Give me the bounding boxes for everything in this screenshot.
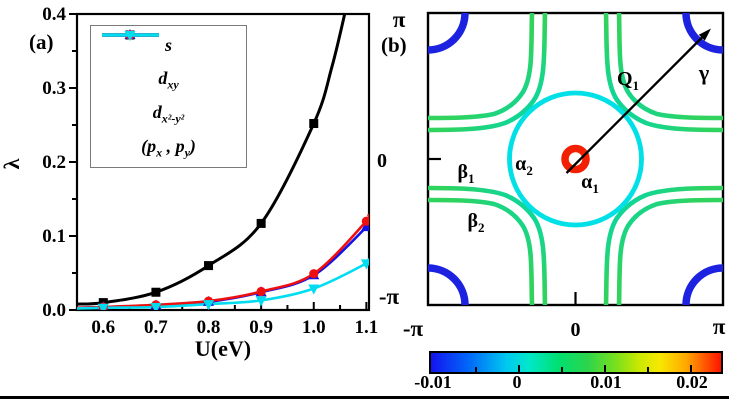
colorbar-tick (475, 367, 477, 372)
marker-square (256, 218, 266, 228)
colorbar-label: -0.01 (414, 372, 452, 392)
series-line-s (77, 14, 347, 306)
marker-triangle-down (255, 296, 267, 307)
q1-label: Q1 (617, 68, 639, 93)
panel-a-x-axis-title: U(eV) (194, 336, 252, 361)
marker-square (151, 287, 161, 297)
colorbar-label: 0 (512, 372, 522, 392)
marker-triangle-down (360, 259, 369, 270)
colorbar-label: 0.02 (676, 372, 708, 392)
beta-sheet-quadrant-tl (428, 13, 548, 133)
panel-b-x-tick-label-minus-pi: -π (403, 316, 424, 341)
beta-sheet-quadrant-br (603, 185, 723, 305)
colorbar-label: 0.01 (590, 372, 622, 392)
y-tick-label: 0.4 (42, 4, 66, 25)
colorbar-tick (604, 365, 606, 372)
panel-b-tag: (b) (381, 33, 407, 57)
colorbar-tick (647, 367, 649, 372)
legend-label-d_x2-y2: dx²-y² (152, 101, 185, 126)
legend-label-s: s (164, 35, 172, 56)
marker-triangle-down (97, 303, 109, 310)
legend-label-d_xy: dxy (158, 67, 179, 92)
legend-marker-triangle-down (124, 31, 136, 41)
colorbar-labels: -0.01 0 0.01 0.02 (396, 372, 729, 394)
panel-b-y-tick-label-zero: 0 (377, 150, 387, 172)
legend-item-px_py: (px , py) (91, 31, 246, 164)
panel-b-x-tick-label-zero: 0 (571, 319, 581, 341)
alpha2-contour (507, 90, 644, 228)
beta2-contour (616, 197, 723, 305)
marker-circle (256, 286, 266, 297)
beta1-contour (603, 13, 723, 133)
colorbar-tick (690, 365, 692, 372)
panel-b-y-tick-label-minus-pi: -π (379, 284, 400, 309)
y-tick-label: 0.0 (42, 300, 66, 321)
beta2-contour (428, 13, 535, 121)
panel-a-tag: (a) (29, 30, 54, 54)
q1-arrowhead (698, 28, 711, 41)
y-tick-label: 0.3 (42, 78, 66, 99)
panel-b-frame (426, 11, 725, 307)
legend-item-d_x2-y2: dx²-y² (91, 30, 246, 130)
x-tick-label: 0.7 (144, 317, 168, 338)
gamma-label: γ (698, 60, 709, 85)
panel-b-y-tick-label-pi: π (393, 7, 406, 32)
legend-swatch-px_py (102, 31, 159, 41)
marker-triangle-down (150, 303, 162, 310)
alpha1-label: α1 (581, 171, 599, 196)
colorbar-tick (561, 367, 563, 372)
colorbar-tick (518, 365, 520, 372)
x-tick-label: 0.6 (91, 317, 115, 338)
legend-item-d_xy: dxy (91, 29, 246, 96)
panel-a-curves (77, 14, 369, 310)
beta1-contour (428, 13, 548, 133)
x-tick-label: 0.9 (249, 317, 273, 338)
marker-square (309, 119, 319, 129)
y-tick-label: 0.1 (42, 226, 66, 247)
marker-triangle-down (308, 284, 320, 295)
beta1-label: β1 (457, 161, 474, 186)
y-tick-label: 0.2 (42, 152, 66, 173)
q1-arrow (565, 35, 704, 174)
marker-square (204, 261, 214, 271)
beta2-contour (428, 197, 535, 305)
beta2-contour (616, 13, 723, 121)
alpha2-label: α2 (515, 153, 533, 178)
legend-label-px_py: (px , py) (141, 136, 196, 160)
panel-a-legend: s dxy dx²-y² (px , py) (90, 25, 247, 168)
alpha1-contour (561, 144, 590, 174)
beta-sheet-quadrant-bl (428, 185, 548, 305)
beta-sheet-quadrant-tr (603, 13, 723, 133)
x-tick-label: 0.8 (197, 317, 221, 338)
marker-circle (309, 269, 319, 279)
series-markers-px_py (97, 259, 369, 310)
beta1-contour (603, 185, 723, 305)
panel-b-x-tick-label-pi: π (713, 314, 726, 339)
bottom-rule (0, 396, 729, 399)
marker-circle (361, 216, 369, 226)
beta2-label: β2 (467, 210, 484, 235)
colorbar (429, 351, 723, 374)
marker-triangle-down (203, 300, 215, 310)
x-tick-label: 1.0 (302, 317, 326, 338)
beta1-contour (428, 185, 548, 305)
x-tick-label: 1.1 (354, 317, 378, 338)
